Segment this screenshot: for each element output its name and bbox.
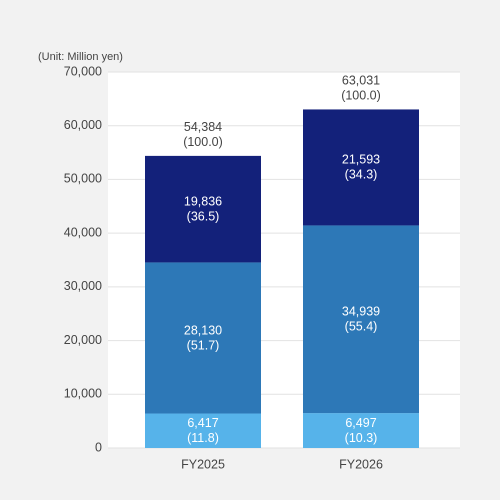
- y-tick-label: 70,000: [64, 64, 102, 78]
- share-label: (51.7): [187, 338, 220, 352]
- value-label: 19,836: [184, 194, 222, 208]
- share-label: (36.5): [187, 209, 220, 223]
- y-tick-label: 40,000: [64, 225, 102, 239]
- value-label: 21,593: [342, 153, 380, 167]
- total-label: 63,031: [342, 74, 380, 88]
- share-label: (11.8): [187, 431, 219, 445]
- total-share-label: (100.0): [183, 135, 223, 149]
- y-tick-label: 30,000: [64, 279, 102, 293]
- total-label: 54,384: [184, 120, 222, 134]
- bar-segment: [145, 413, 261, 448]
- x-tick-label: FY2026: [339, 457, 383, 471]
- y-tick-label: 20,000: [64, 333, 102, 347]
- y-tick-label: 0: [95, 440, 102, 454]
- y-tick-label: 60,000: [64, 118, 102, 132]
- bar-segment: [303, 413, 419, 448]
- total-share-label: (100.0): [341, 89, 381, 103]
- bar-segment: [303, 109, 419, 226]
- value-label: 28,130: [184, 323, 222, 337]
- share-label: (55.4): [345, 320, 378, 334]
- bar-segment: [303, 225, 419, 414]
- bar-segment: [145, 262, 261, 414]
- y-tick-label: 10,000: [64, 387, 102, 401]
- value-label: 6,497: [345, 416, 376, 430]
- share-label: (10.3): [345, 431, 378, 445]
- share-label: (34.3): [345, 168, 378, 182]
- unit-label: (Unit: Million yen): [38, 51, 123, 63]
- bar-segment: [145, 155, 261, 263]
- value-label: 34,939: [342, 305, 380, 319]
- x-tick-label: FY2025: [181, 457, 225, 471]
- y-tick-label: 50,000: [64, 172, 102, 186]
- value-label: 6,417: [187, 416, 218, 430]
